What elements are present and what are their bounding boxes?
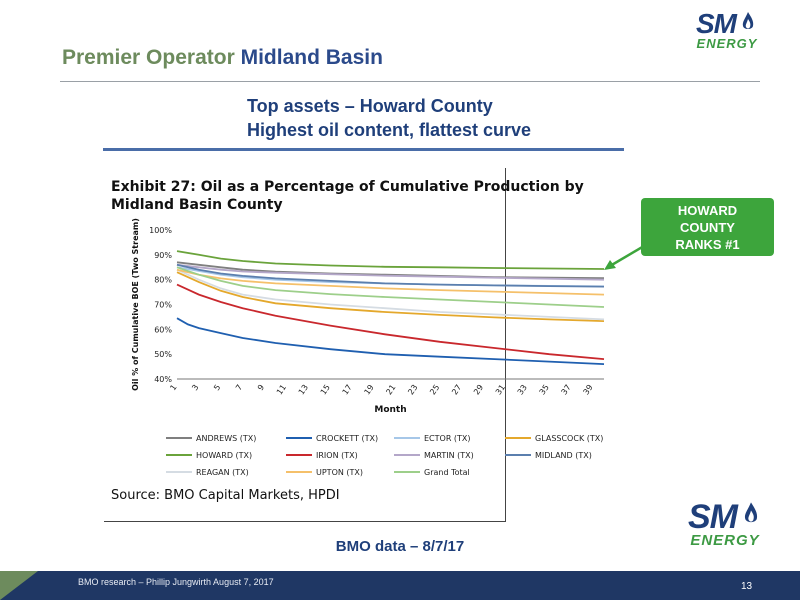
callout-line-1: HOWARD — [677, 203, 738, 218]
x-tick-label: 35 — [538, 383, 551, 397]
y-tick-label: 80% — [154, 276, 172, 285]
x-tick-label: 19 — [362, 383, 375, 397]
series-line-upton-tx — [176, 268, 605, 296]
x-tick-label: 23 — [406, 383, 419, 397]
footer-accent — [0, 571, 38, 600]
x-tick-label: 5 — [212, 383, 222, 392]
x-tick-label: 21 — [384, 383, 397, 397]
callout-line-3: RANKS #1 — [675, 237, 740, 252]
legend-label: HOWARD (TX) — [196, 451, 252, 460]
oil-percentage-chart: 40%50%60%70%80%90%100% 1 3 5 7 9 11 13 15 17 19 21… — [131, 218, 605, 477]
footer-bar — [0, 571, 800, 600]
series-line-irion-tx — [176, 283, 605, 360]
x-tick-label: 3 — [190, 383, 200, 392]
x-tick-label: 25 — [428, 383, 441, 397]
bmo-data-label: BMO data – 8/7/17 — [335, 538, 465, 555]
y-axis-label: Oil % of Cumulative BOE (Two Stream) — [131, 218, 140, 391]
legend-label: ANDREWS (TX) — [196, 434, 256, 443]
slide-subtitle: Top assets – Howard County Highest oil c… — [247, 94, 531, 142]
flame-icon — [742, 12, 754, 29]
slide-title: Premier Operator Midland Basin — [62, 46, 383, 70]
x-tick-label: 1 — [168, 383, 178, 392]
y-tick-label: 60% — [154, 325, 172, 334]
series-line-glasscock-tx — [176, 271, 605, 322]
y-tick-label: 90% — [154, 251, 172, 260]
x-tick-label: 9 — [256, 383, 266, 392]
series-line-grand-total — [176, 266, 605, 308]
legend-label: CROCKETT (TX) — [316, 434, 378, 443]
x-tick-label: 27 — [450, 383, 463, 397]
x-tick-label: 29 — [472, 383, 485, 397]
x-tick-label: 37 — [560, 383, 573, 397]
subtitle-line-1: Top assets – Howard County — [247, 96, 493, 116]
series-line-howard-tx — [176, 250, 605, 270]
legend-label: Grand Total — [424, 468, 470, 477]
logo-sm-text: SM — [688, 498, 738, 536]
sm-energy-logo-top: SM ENERGY — [688, 8, 766, 51]
x-tick-label: 15 — [319, 383, 332, 397]
logo-energy-text: ENERGY — [690, 532, 760, 549]
x-axis-label: Month — [374, 405, 406, 415]
sm-energy-logo-bottom: SM ENERGY — [680, 500, 770, 548]
callout-line-2: COUNTY — [680, 220, 735, 235]
footer-text: BMO research – Phillip Jungwirth August … — [78, 577, 274, 587]
legend-label: ECTOR (TX) — [424, 434, 471, 443]
callout-arrow — [604, 244, 645, 270]
y-tick-label: 40% — [154, 375, 172, 384]
y-tick-label: 100% — [149, 226, 172, 235]
page-number: 13 — [741, 581, 753, 592]
chart-title: Exhibit 27: Oil as a Percentage of Cumul… — [111, 178, 584, 214]
chart-source: Source: BMO Capital Markets, HPDI — [111, 488, 340, 503]
legend-label: UPTON (TX) — [316, 468, 363, 477]
flame-icon — [744, 502, 758, 523]
title-part-2: Midland Basin — [240, 46, 383, 69]
series-line-crockett-tx — [176, 317, 605, 365]
x-tick-label: 33 — [516, 383, 529, 397]
logo-energy-text: ENERGY — [696, 36, 758, 51]
x-tick-label: 7 — [234, 383, 244, 392]
x-tick-label: 31 — [494, 383, 507, 397]
subtitle-line-2: Highest oil content, flattest curve — [247, 120, 532, 140]
series-line-reagan-tx — [176, 268, 605, 321]
legend-label: REAGAN (TX) — [196, 468, 249, 477]
legend-label: MARTIN (TX) — [424, 451, 474, 460]
legend-label: MIDLAND (TX) — [535, 451, 592, 460]
legend-label: IRION (TX) — [316, 451, 358, 460]
x-tick-label: 17 — [341, 383, 354, 397]
howard-callout: HOWARD COUNTY RANKS #1 — [641, 198, 774, 256]
y-tick-label: 50% — [154, 350, 172, 359]
title-divider — [60, 81, 760, 82]
y-tick-label: 70% — [154, 301, 172, 310]
x-tick-label: 11 — [275, 383, 288, 397]
x-tick-label: 39 — [581, 383, 594, 397]
x-tick-label: 13 — [297, 383, 310, 397]
title-part-1: Premier Operator — [62, 46, 235, 69]
chart-title-line-2: Midland Basin County — [111, 197, 283, 213]
exhibit-frame — [104, 168, 506, 522]
subtitle-underline — [103, 148, 624, 151]
chart-title-line-1: Exhibit 27: Oil as a Percentage of Cumul… — [111, 179, 584, 195]
legend-label: GLASSCOCK (TX) — [535, 434, 603, 443]
logo-sm-text: SM — [696, 8, 737, 39]
series-line-martin-tx — [176, 263, 605, 281]
series-line-midland-tx — [176, 263, 605, 288]
